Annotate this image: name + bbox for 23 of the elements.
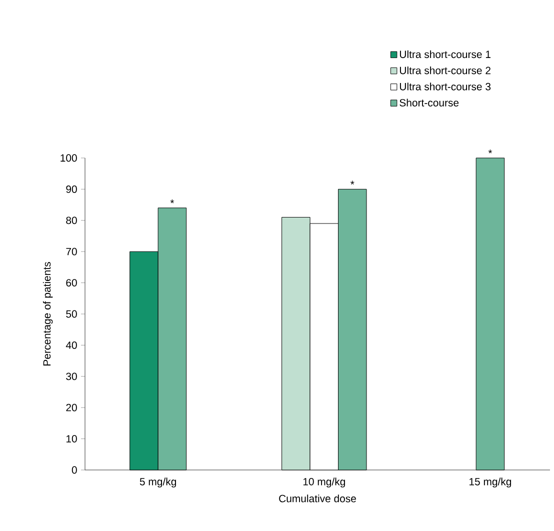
x-tick-label: 5 mg/kg	[140, 478, 176, 488]
legend-label: Ultra short-course 3	[400, 82, 491, 90]
y-tick-label: 0	[72, 466, 77, 474]
annotation: *	[350, 180, 354, 184]
legend-label: Ultra short-course 1	[400, 50, 490, 58]
y-tick-label: 100	[60, 154, 77, 162]
legend-label: Short-course	[400, 98, 459, 106]
y-tick-label: 40	[66, 341, 77, 349]
legend-label: Ultra short-course 2	[400, 66, 490, 74]
x-axis-title: Cumulative dose	[279, 494, 356, 502]
y-tick-label: 60	[66, 279, 77, 286]
x-tick-label: 15 mg/kg	[470, 478, 512, 488]
y-tick-label: 80	[66, 216, 77, 224]
y-tick-label: 50	[66, 310, 77, 318]
y-tick-label: 70	[66, 248, 77, 256]
y-tick-label: 90	[66, 185, 77, 193]
y-axis-title: Percentage of patients	[42, 262, 53, 366]
annotation: *	[170, 200, 174, 204]
x-tick-label: 10 mg/kg	[303, 478, 345, 488]
y-tick-label: 10	[66, 435, 77, 442]
y-tick-label: 30	[66, 372, 77, 380]
y-tick-label: 20	[66, 404, 77, 412]
text: *	[488, 150, 492, 154]
